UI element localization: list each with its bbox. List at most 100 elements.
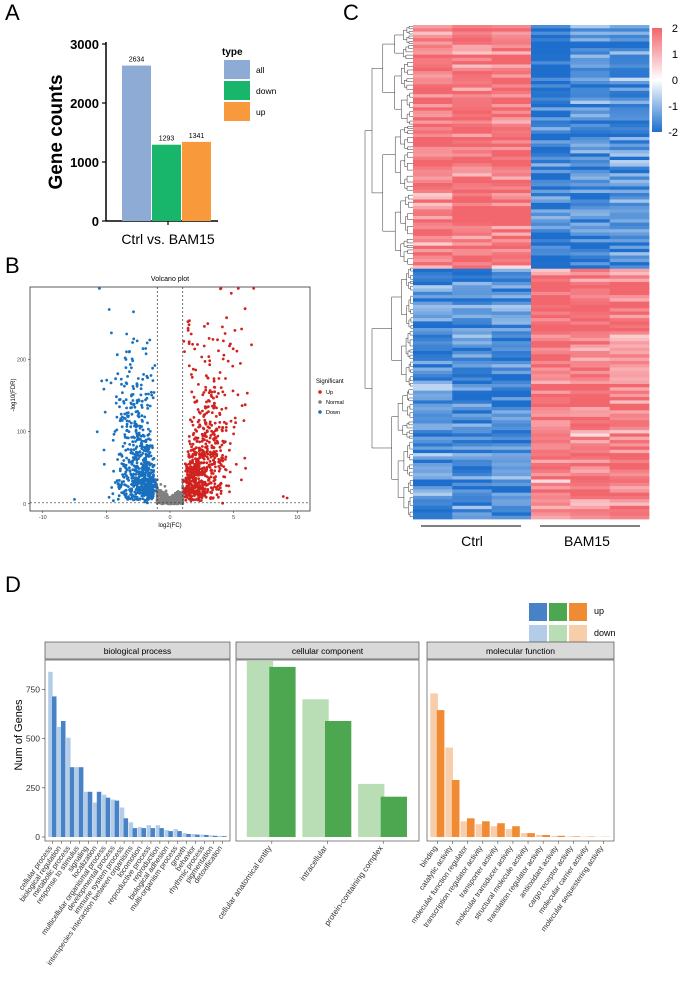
c-heatmap-cell: [491, 334, 532, 339]
d-bar-down: [164, 830, 169, 837]
b-point-outlier: [73, 498, 76, 501]
b-point-up: [183, 491, 187, 495]
b-legend-label-up: Up: [326, 390, 333, 396]
c-heatmap-cell: [570, 222, 610, 227]
c-heatmap-cell: [609, 120, 650, 125]
b-point-down: [142, 458, 146, 462]
c-heatmap-cell: [413, 360, 453, 365]
b-point-normal: [168, 498, 172, 502]
c-heatmap-cell: [413, 104, 453, 108]
c-heatmap-cell: [570, 120, 610, 125]
c-heatmap-cell: [531, 64, 571, 69]
c-scale-label: -2: [668, 127, 678, 139]
c-heatmap-cell: [570, 337, 610, 342]
b-point-down: [127, 370, 131, 373]
b-point-up: [195, 429, 199, 433]
b-point-normal: [171, 499, 175, 502]
c-heatmap-cell: [531, 81, 571, 85]
c-heatmap-cell: [531, 272, 571, 276]
b-point-up: [191, 469, 195, 473]
c-heatmap-cell: [570, 255, 610, 260]
b-point-down: [141, 477, 145, 481]
b-point-down: [134, 488, 138, 491]
c-heatmap-cell: [570, 397, 610, 401]
b-point-up: [189, 488, 192, 492]
c-heatmap-cell: [452, 166, 492, 171]
b-point-down: [124, 484, 128, 487]
b-point-down: [131, 385, 135, 388]
c-heatmap-cell: [491, 160, 532, 164]
c-heatmap-cell: [491, 515, 532, 520]
b-point-up: [187, 484, 191, 487]
c-heatmap-cell: [452, 472, 492, 477]
b-point-up: [196, 343, 199, 346]
d-bar-down: [182, 833, 187, 837]
b-point-down: [144, 347, 148, 350]
c-heatmap-cell: [413, 479, 453, 484]
b-point-up: [213, 421, 217, 425]
c-heatmap-cell: [491, 212, 532, 217]
c-heatmap-cell: [491, 492, 532, 497]
d-bar-down: [173, 829, 178, 837]
c-heatmap-cell: [531, 183, 571, 187]
b-point-up: [189, 418, 192, 422]
c-heatmap-cell: [531, 479, 571, 484]
c-heatmap-cell: [531, 456, 571, 461]
b-point-up: [192, 452, 196, 456]
b-point-up: [210, 468, 213, 472]
b-point-down: [135, 450, 139, 454]
c-heatmap-cell: [570, 193, 610, 197]
b-point-up: [206, 376, 210, 380]
c-heatmap-cell: [452, 150, 492, 154]
b-point-down: [145, 341, 149, 345]
d-facet-frame: [426, 659, 615, 842]
c-heatmap-cell: [609, 407, 650, 411]
b-point-down: [141, 497, 145, 500]
b-point-up: [215, 427, 219, 431]
c-heatmap-cell: [452, 222, 492, 227]
c-heatmap-cell: [531, 156, 571, 161]
c-heatmap-cell: [531, 239, 571, 243]
c-heatmap-cell: [413, 469, 453, 474]
b-point-up: [203, 490, 207, 493]
c-heatmap-cell: [609, 71, 650, 75]
d-bar-down: [146, 825, 152, 837]
c-heatmap-cell: [570, 403, 610, 408]
c-heatmap-cell: [491, 150, 532, 154]
c-heatmap-cell: [452, 186, 492, 191]
b-point-up: [213, 460, 217, 464]
b-point-down: [115, 415, 119, 419]
b-point-down: [121, 445, 125, 448]
b-point-up: [228, 490, 231, 494]
c-heatmap-cell: [491, 252, 532, 256]
c-heatmap-cell: [452, 515, 492, 520]
c-heatmap-cell: [570, 153, 610, 158]
d-bar-down: [218, 835, 223, 837]
b-point-up: [243, 456, 247, 460]
b-point-down: [123, 472, 127, 476]
c-heatmap-cell: [413, 71, 453, 75]
b-point-up: [195, 464, 199, 468]
c-heatmap-cell: [491, 377, 532, 382]
b-point-down: [128, 443, 132, 446]
b-point-up: [213, 390, 217, 394]
b-point-down: [120, 462, 124, 465]
b-point-up: [225, 422, 228, 426]
c-heatmap-cell: [531, 351, 571, 355]
b-point-up: [197, 410, 201, 414]
c-heatmap-cell: [452, 433, 492, 438]
c-heatmap-cell: [609, 482, 650, 487]
d-bar-down: [475, 824, 484, 837]
b-point-up: [222, 420, 226, 424]
c-heatmap-cell: [531, 34, 571, 39]
c-heatmap-cell: [452, 110, 492, 115]
c-heatmap-cell: [452, 130, 492, 135]
b-point-up: [204, 385, 208, 389]
b-point-down: [131, 359, 135, 363]
b-point-down: [152, 473, 155, 477]
c-heatmap-cell: [413, 486, 453, 490]
b-point-up: [223, 393, 227, 397]
c-heatmap-cell: [609, 84, 650, 88]
c-heatmap-cell: [531, 357, 571, 362]
c-heatmap-cell: [491, 354, 532, 358]
